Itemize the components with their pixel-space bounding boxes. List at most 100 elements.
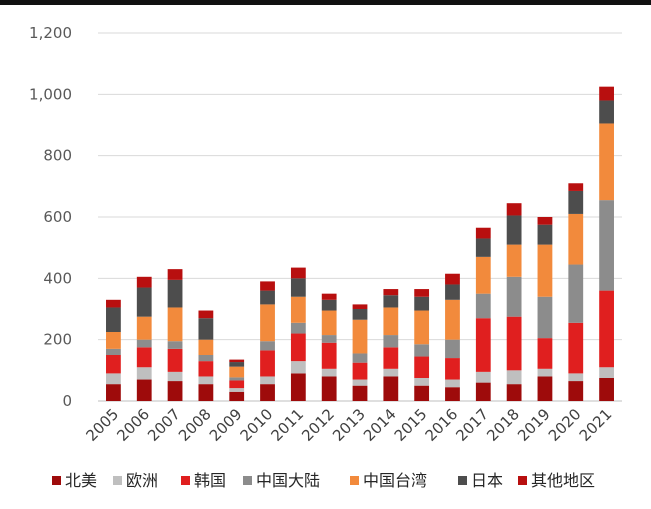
bar-segment bbox=[445, 339, 460, 359]
bar-segment bbox=[506, 215, 522, 245]
bar-segment bbox=[198, 361, 214, 377]
bar-segment bbox=[599, 123, 614, 201]
bar-segment bbox=[136, 316, 152, 340]
bar-segment bbox=[229, 391, 245, 401]
bar-segment bbox=[414, 296, 430, 311]
x-tick-label: 2012 bbox=[298, 405, 338, 445]
bar-segment bbox=[383, 307, 399, 336]
bar-segment bbox=[290, 267, 306, 279]
bar-segment bbox=[383, 335, 399, 348]
bar-segment bbox=[321, 368, 337, 377]
bar-segment bbox=[136, 379, 152, 401]
bar-segment bbox=[167, 279, 183, 308]
x-tick-label: 2018 bbox=[483, 405, 523, 445]
bar-segment bbox=[198, 355, 214, 362]
bar-segment bbox=[290, 296, 306, 323]
bar-segment bbox=[599, 367, 614, 378]
bar-segment bbox=[475, 382, 491, 401]
bar-segment bbox=[414, 378, 430, 386]
legend-swatch bbox=[113, 476, 122, 485]
bar-segment bbox=[445, 299, 460, 340]
bar-segment bbox=[599, 378, 614, 401]
bar-segment bbox=[136, 347, 152, 368]
legend-label: 其他地区 bbox=[531, 471, 595, 490]
bar-segment bbox=[106, 307, 121, 332]
bar-segment bbox=[229, 359, 245, 363]
bar-segment bbox=[352, 379, 368, 386]
bar-segment bbox=[229, 388, 245, 392]
bar-segment bbox=[537, 217, 553, 225]
bar-segment bbox=[229, 380, 245, 389]
bar-segment bbox=[167, 307, 183, 342]
x-tick-label: 2021 bbox=[576, 405, 616, 445]
bar-segment bbox=[383, 368, 399, 377]
bar-segment bbox=[321, 342, 337, 369]
y-tick-label: 1,200 bbox=[29, 24, 72, 42]
x-tick-label: 2006 bbox=[113, 405, 153, 445]
legend-swatch bbox=[181, 476, 190, 485]
legend-swatch bbox=[458, 476, 467, 485]
bar-segment bbox=[198, 310, 214, 319]
x-tick-label: 2011 bbox=[267, 405, 307, 445]
bar-segment bbox=[599, 86, 614, 101]
bar-segment bbox=[352, 385, 368, 401]
bar-segment bbox=[290, 361, 306, 374]
x-tick-label: 2013 bbox=[329, 405, 369, 445]
bar-segment bbox=[599, 100, 614, 124]
legend-label: 中国大陆 bbox=[256, 471, 320, 490]
bar-segment bbox=[167, 381, 183, 401]
bar-segment bbox=[167, 269, 183, 280]
legend-swatch bbox=[243, 476, 252, 485]
bar-segment bbox=[537, 296, 553, 339]
legend-swatch bbox=[350, 476, 359, 485]
x-tick-label: 2017 bbox=[452, 405, 492, 445]
x-tick-label: 2016 bbox=[422, 405, 462, 445]
bar-segment bbox=[198, 318, 214, 340]
bar-segment bbox=[537, 376, 553, 401]
bar-segment bbox=[475, 293, 491, 319]
bar-segment bbox=[352, 319, 368, 354]
bar-segment bbox=[136, 367, 152, 380]
legend-swatch bbox=[52, 476, 61, 485]
bar-segment bbox=[229, 366, 245, 378]
legend-label: 韩国 bbox=[194, 471, 226, 490]
bar-segment bbox=[383, 295, 399, 308]
bar-segment bbox=[260, 376, 275, 385]
bar-segment bbox=[506, 384, 522, 401]
bar-segment bbox=[414, 289, 430, 297]
legend-swatch bbox=[518, 476, 527, 485]
bar-segment bbox=[537, 368, 553, 377]
y-tick-label: 1,000 bbox=[29, 85, 72, 103]
bar-segment bbox=[568, 322, 584, 374]
bar-segment bbox=[260, 281, 275, 291]
bar-segment bbox=[352, 362, 368, 380]
bar-segment bbox=[290, 278, 306, 297]
legend: 北美 欧洲 韩国 中国大陆 中国台湾 日本 其他地区 bbox=[52, 471, 595, 490]
x-tick-label: 2007 bbox=[144, 405, 184, 445]
bar-segment bbox=[599, 200, 614, 291]
y-tick-label: 200 bbox=[43, 331, 72, 349]
bar-segment bbox=[414, 310, 430, 345]
bar-segment bbox=[506, 244, 522, 277]
legend-label: 欧洲 bbox=[126, 471, 158, 490]
x-axis-tick-labels: 2005200620072008200920102011201220132014… bbox=[83, 405, 616, 445]
bar-segment bbox=[506, 276, 522, 317]
bar-segment bbox=[321, 376, 337, 401]
bar-segment bbox=[568, 190, 584, 214]
x-tick-label: 2009 bbox=[206, 405, 246, 445]
bar-segment bbox=[568, 183, 584, 191]
bar-segment bbox=[198, 339, 214, 355]
bar-segment bbox=[106, 348, 121, 355]
y-tick-label: 0 bbox=[62, 392, 72, 410]
x-tick-label: 2010 bbox=[237, 405, 277, 445]
bar-segment bbox=[136, 339, 152, 348]
x-tick-label: 2019 bbox=[514, 405, 554, 445]
bar-segment bbox=[260, 341, 275, 351]
top-border-rule bbox=[0, 0, 651, 5]
bar-segment bbox=[445, 358, 460, 380]
bar-segment bbox=[568, 373, 584, 382]
bar-segment bbox=[352, 304, 368, 309]
bar-segment bbox=[445, 387, 460, 401]
bar-segment bbox=[136, 276, 152, 288]
gridlines bbox=[98, 32, 622, 402]
